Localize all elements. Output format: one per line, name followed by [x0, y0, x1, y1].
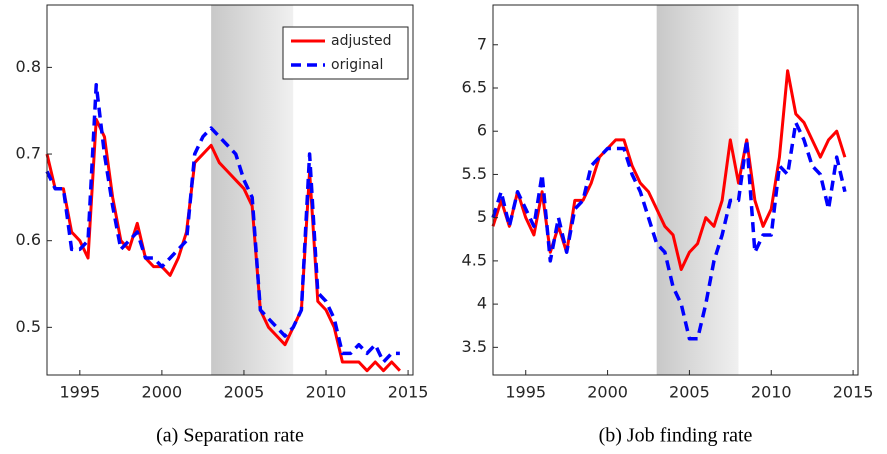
- series-line: [45, 117, 401, 373]
- x-tick-label: 1995: [505, 383, 546, 402]
- x-tick-label: 2010: [751, 383, 792, 402]
- y-tick-label: 5.5: [462, 164, 487, 183]
- x-tick-label: 2015: [388, 383, 429, 402]
- y-tick-label: 6: [477, 121, 487, 140]
- y-tick-label: 0.6: [16, 230, 41, 249]
- x-tick-label: 2005: [669, 383, 710, 402]
- x-tick-label: 1995: [59, 383, 100, 402]
- legend-label: original: [331, 57, 383, 73]
- y-tick-label: 4: [477, 294, 487, 313]
- axes-box: [46, 4, 414, 376]
- y-tick-label: 0.5: [16, 317, 41, 336]
- y-tick-label: 0.7: [16, 144, 41, 163]
- x-tick-label: 2015: [833, 383, 874, 402]
- shaded-period: [656, 5, 739, 375]
- y-tick-label: 3.5: [462, 337, 487, 356]
- x-tick-label: 2000: [587, 383, 628, 402]
- y-tick-label: 5: [477, 207, 487, 226]
- legend-label: adjusted: [331, 33, 392, 49]
- x-tick-label: 2000: [142, 383, 183, 402]
- legend-box: [282, 26, 409, 80]
- shaded-period: [211, 5, 294, 375]
- y-tick-label: 4.5: [462, 250, 487, 269]
- series-line: [491, 120, 847, 341]
- caption: (a) Separation rate: [156, 425, 304, 447]
- series-line: [45, 82, 400, 364]
- axes-box: [492, 4, 859, 376]
- y-tick-label: 0.8: [16, 57, 41, 76]
- y-tick-label: 6.5: [462, 77, 487, 96]
- y-tick-label: 7: [477, 34, 487, 53]
- x-tick-label: 2010: [306, 383, 347, 402]
- caption: (b) Job finding rate: [599, 425, 753, 447]
- x-tick-label: 2005: [224, 383, 265, 402]
